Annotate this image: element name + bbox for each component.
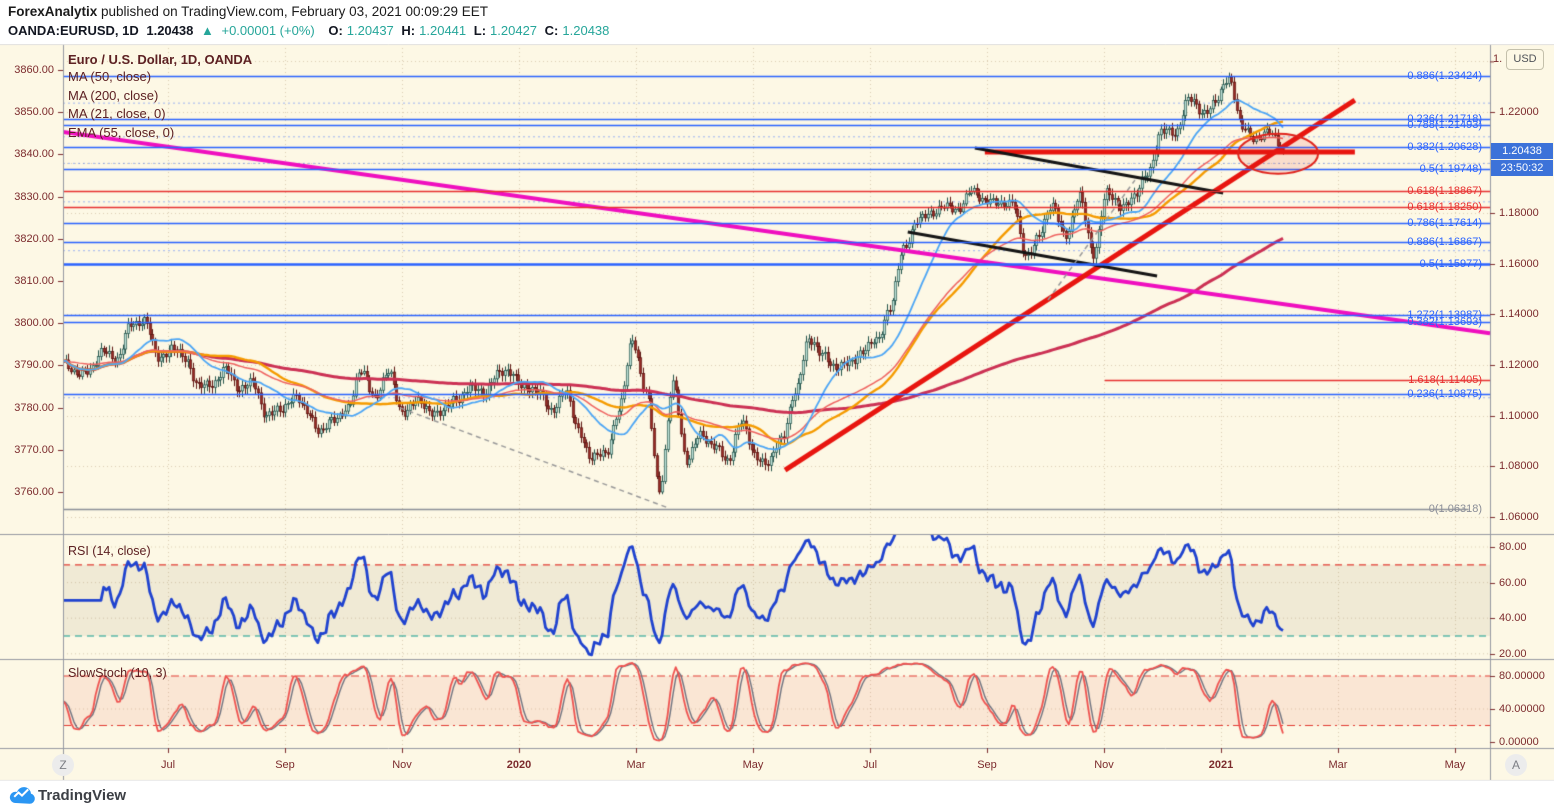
left-price-tick-label: 3800.00: [14, 317, 54, 330]
fib-level-label: 0.786(1.17614): [1407, 217, 1482, 229]
left-price-tick-label: 3860.00: [14, 64, 54, 76]
time-axis-label: Mar: [1328, 759, 1348, 771]
time-axis-label: Sep: [275, 759, 295, 771]
time-axis-label: Jul: [160, 759, 176, 771]
fib-level-label: 0.382(1.20628): [1407, 140, 1482, 153]
symbol-title[interactable]: OANDA:EURUSD, 1D: [8, 23, 139, 38]
price-tick-label: 1.14000: [1499, 308, 1539, 321]
price-tick-label: 1.12000: [1499, 359, 1539, 372]
top-price-tick-partial: 1.: [1493, 53, 1503, 65]
price-tick-label: 1.08000: [1499, 460, 1539, 473]
fib-level-label: 0.618(1.18250): [1407, 200, 1482, 213]
rsi-tick-label: 80.00: [1499, 541, 1527, 553]
fib-level-label: 1.618(1.11405): [1408, 374, 1482, 387]
low-value: 1.20427: [490, 23, 538, 38]
left-price-tick-label: 3810.00: [14, 275, 54, 287]
price-change: +0.00001 (+0%): [221, 23, 315, 38]
left-price-tick-label: 3770.00: [14, 443, 54, 456]
price-tick-label: 1.10000: [1499, 409, 1539, 422]
close-value: 1.20438: [562, 23, 610, 38]
fib-level-label: 0.618(1.18867): [1407, 185, 1482, 198]
rsi-tick-label: 60.00: [1499, 576, 1527, 589]
legend-ma200[interactable]: MA (200, close): [68, 87, 159, 103]
auto-scale-button[interactable]: A: [1505, 754, 1527, 776]
fib-level-label: 0.236(1.10875): [1407, 387, 1482, 400]
high-value: 1.20441: [419, 23, 467, 38]
time-axis-label: Mar: [626, 759, 646, 771]
left-price-tick-label: 3780.00: [14, 401, 54, 414]
time-axis-label: Nov: [392, 759, 412, 771]
tradingview-brand[interactable]: TradingView: [38, 787, 127, 804]
chart-legend: Euro / U.S. Dollar, 1D, OANDA MA (50, cl…: [68, 51, 252, 142]
open-label: O:: [328, 23, 343, 38]
fib-level-label: 0.236(1.21718): [1407, 113, 1482, 126]
time-axis-label: Nov: [1094, 759, 1114, 771]
stoch-tick-label: 40.00000: [1499, 703, 1545, 715]
tradingview-footer: TradingView: [0, 780, 1554, 811]
last-price-badge[interactable]: 1.20438: [1491, 143, 1553, 159]
legend-ema55[interactable]: EMA (55, close, 0): [68, 124, 175, 140]
time-axis-label: 2021: [1208, 759, 1234, 771]
fib-level-label: 1.272(1.13987): [1407, 308, 1482, 321]
time-axis-label: Sep: [977, 759, 997, 771]
last-price: 1.20438: [146, 23, 194, 38]
timezone-button[interactable]: Z: [52, 754, 74, 776]
legend-symbol-title[interactable]: Euro / U.S. Dollar, 1D, OANDA: [68, 52, 253, 67]
fib-level-label: 0.5(1.19748): [1419, 162, 1482, 175]
left-price-tick-label: 3840.00: [14, 148, 54, 161]
publisher-name: ForexAnalytix: [8, 4, 98, 19]
legend-ma50[interactable]: MA (50, close): [68, 69, 152, 84]
fib-level-label: 0.5(1.15977): [1419, 258, 1482, 271]
time-axis-label: 2020: [506, 759, 532, 771]
tradingview-logo-icon[interactable]: [8, 785, 36, 807]
price-tick-label: 1.18000: [1499, 207, 1539, 220]
price-tick-label: 1.22000: [1499, 106, 1539, 118]
left-price-tick-label: 3760.00: [14, 486, 54, 498]
time-axis-label: May: [742, 759, 764, 771]
rsi-tick-label: 40.00: [1499, 612, 1527, 625]
fib-level-label: 0.382(1.13693): [1407, 316, 1482, 329]
rsi-tick-label: 20.00: [1499, 647, 1527, 660]
fib-level-label: 0.788(1.21493): [1407, 118, 1482, 131]
open-value: 1.20437: [346, 23, 394, 38]
left-price-tick-label: 3830.00: [14, 190, 54, 203]
currency-button[interactable]: USD: [1506, 49, 1544, 70]
symbol-line: OANDA:EURUSD, 1D 1.20438 ▲ +0.00001 (+0%…: [8, 23, 613, 38]
stoch-legend[interactable]: SlowStoch (10, 3): [68, 666, 167, 680]
publish-header: ForexAnalytix published on TradingView.c…: [0, 0, 1554, 44]
legend-ma21[interactable]: MA (21, close, 0): [68, 106, 166, 121]
price-tick-label: 1.16000: [1499, 257, 1539, 270]
publish-line: ForexAnalytix published on TradingView.c…: [8, 4, 488, 19]
bar-countdown-badge: 23:50:32: [1491, 160, 1553, 176]
fib-level-label: 0.886(1.23424): [1407, 69, 1482, 82]
left-price-tick-label: 3790.00: [14, 359, 54, 372]
fib-level-label: 0(1.06318): [1428, 502, 1482, 515]
time-axis-label: Jul: [862, 759, 878, 771]
change-arrow-icon: ▲: [200, 23, 214, 38]
price-tick-label: 1.06000: [1499, 510, 1539, 523]
stoch-tick-label: 80.00000: [1499, 670, 1545, 682]
low-label: L:: [473, 23, 487, 38]
publish-info: published on TradingView.com, February 0…: [97, 4, 489, 19]
close-label: C:: [544, 23, 559, 38]
rsi-legend[interactable]: RSI (14, close): [68, 544, 151, 558]
left-price-tick-label: 3850.00: [14, 106, 54, 119]
time-axis-label: May: [1444, 759, 1466, 771]
left-price-tick-label: 3820.00: [14, 232, 54, 245]
stoch-tick-label: 0.00000: [1499, 736, 1539, 748]
high-label: H:: [401, 23, 416, 38]
fib-level-label: 0.886(1.16867): [1407, 235, 1482, 248]
